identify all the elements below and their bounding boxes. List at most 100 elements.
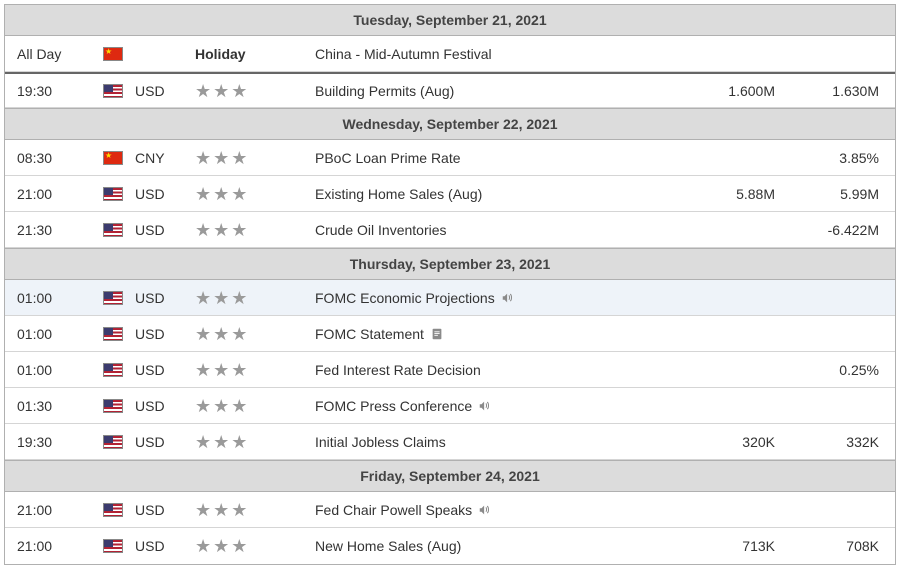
previous-value: 1.630M — [785, 83, 895, 99]
holiday-label: Holiday — [195, 46, 315, 62]
flag-cell — [103, 503, 135, 517]
star-icon: ★ — [213, 82, 229, 100]
event-title: China - Mid-Autumn Festival — [315, 46, 492, 62]
impact-stars: ★★★ — [195, 433, 315, 451]
cn-flag-icon — [103, 47, 123, 61]
previous-value: 332K — [785, 434, 895, 450]
calendar-row[interactable]: 21:00USD★★★Fed Chair Powell Speaks — [5, 492, 895, 528]
flag-cell — [103, 539, 135, 553]
event-name[interactable]: Building Permits (Aug) — [315, 83, 675, 99]
us-flag-icon — [103, 291, 123, 305]
event-name[interactable]: PBoC Loan Prime Rate — [315, 150, 675, 166]
event-title: FOMC Press Conference — [315, 398, 472, 414]
calendar-row[interactable]: 21:30USD★★★Crude Oil Inventories-6.422M — [5, 212, 895, 248]
event-name[interactable]: New Home Sales (Aug) — [315, 538, 675, 554]
event-name[interactable]: Fed Interest Rate Decision — [315, 362, 675, 378]
flag-cell — [103, 399, 135, 413]
flag-cell — [103, 84, 135, 98]
previous-value: 5.99M — [785, 186, 895, 202]
currency-code: USD — [135, 222, 195, 238]
star-icon: ★ — [231, 433, 247, 451]
us-flag-icon — [103, 363, 123, 377]
calendar-row[interactable]: 21:00USD★★★Existing Home Sales (Aug)5.88… — [5, 176, 895, 212]
event-name[interactable]: FOMC Statement — [315, 326, 675, 342]
star-icon: ★ — [213, 149, 229, 167]
impact-stars: ★★★ — [195, 149, 315, 167]
impact-stars: ★★★ — [195, 289, 315, 307]
us-flag-icon — [103, 84, 123, 98]
event-name[interactable]: Fed Chair Powell Speaks — [315, 502, 675, 518]
calendar-row[interactable]: 01:30USD★★★FOMC Press Conference — [5, 388, 895, 424]
flag-cell — [103, 363, 135, 377]
speaker-icon — [478, 399, 492, 413]
star-icon: ★ — [231, 501, 247, 519]
us-flag-icon — [103, 539, 123, 553]
star-icon: ★ — [195, 361, 211, 379]
event-time: 08:30 — [5, 150, 103, 166]
event-title: New Home Sales (Aug) — [315, 538, 461, 554]
calendar-row[interactable]: 19:30USD★★★Initial Jobless Claims320K332… — [5, 424, 895, 460]
event-title: PBoC Loan Prime Rate — [315, 150, 461, 166]
star-icon: ★ — [213, 221, 229, 239]
star-icon: ★ — [231, 361, 247, 379]
currency-code: USD — [135, 434, 195, 450]
speaker-icon — [501, 291, 515, 305]
calendar-row[interactable]: 21:00USD★★★New Home Sales (Aug)713K708K — [5, 528, 895, 564]
event-time: 19:30 — [5, 83, 103, 99]
star-icon: ★ — [195, 82, 211, 100]
event-name[interactable]: Existing Home Sales (Aug) — [315, 186, 675, 202]
us-flag-icon — [103, 187, 123, 201]
cn-flag-icon — [103, 151, 123, 165]
calendar-row[interactable]: 01:00USD★★★FOMC Statement — [5, 316, 895, 352]
event-title: Existing Home Sales (Aug) — [315, 186, 482, 202]
calendar-row[interactable]: 01:00USD★★★Fed Interest Rate Decision0.2… — [5, 352, 895, 388]
event-time: 19:30 — [5, 434, 103, 450]
forecast-value: 1.600M — [675, 83, 785, 99]
calendar-row[interactable]: 01:00USD★★★FOMC Economic Projections — [5, 280, 895, 316]
document-icon — [430, 327, 444, 341]
star-icon: ★ — [231, 289, 247, 307]
star-icon: ★ — [195, 433, 211, 451]
star-icon: ★ — [195, 289, 211, 307]
us-flag-icon — [103, 327, 123, 341]
event-title: Building Permits (Aug) — [315, 83, 454, 99]
star-icon: ★ — [195, 221, 211, 239]
currency-code: USD — [135, 83, 195, 99]
currency-code: USD — [135, 186, 195, 202]
day-header: Friday, September 24, 2021 — [5, 460, 895, 492]
star-icon: ★ — [195, 397, 211, 415]
us-flag-icon — [103, 435, 123, 449]
star-icon: ★ — [231, 397, 247, 415]
event-time: 21:30 — [5, 222, 103, 238]
currency-code: USD — [135, 398, 195, 414]
flag-cell — [103, 435, 135, 449]
event-name[interactable]: Crude Oil Inventories — [315, 222, 675, 238]
star-icon: ★ — [231, 149, 247, 167]
star-icon: ★ — [213, 501, 229, 519]
star-icon: ★ — [231, 185, 247, 203]
flag-cell — [103, 151, 135, 165]
economic-calendar: Tuesday, September 21, 2021All DayHolida… — [4, 4, 896, 565]
event-time: 01:30 — [5, 398, 103, 414]
event-time: 21:00 — [5, 502, 103, 518]
day-header: Wednesday, September 22, 2021 — [5, 108, 895, 140]
calendar-row[interactable]: 08:30CNY★★★PBoC Loan Prime Rate3.85% — [5, 140, 895, 176]
currency-code: USD — [135, 538, 195, 554]
calendar-row[interactable]: All DayHolidayChina - Mid-Autumn Festiva… — [5, 36, 895, 72]
flag-cell — [103, 327, 135, 341]
event-name[interactable]: FOMC Press Conference — [315, 398, 675, 414]
flag-cell — [103, 187, 135, 201]
star-icon: ★ — [195, 537, 211, 555]
previous-value: -6.422M — [785, 222, 895, 238]
event-name[interactable]: FOMC Economic Projections — [315, 290, 675, 306]
event-name[interactable]: Initial Jobless Claims — [315, 434, 675, 450]
event-time: 01:00 — [5, 290, 103, 306]
calendar-row[interactable]: 19:30USD★★★Building Permits (Aug)1.600M1… — [5, 72, 895, 108]
star-icon: ★ — [231, 82, 247, 100]
previous-value: 3.85% — [785, 150, 895, 166]
event-name[interactable]: China - Mid-Autumn Festival — [315, 46, 675, 62]
event-title: Initial Jobless Claims — [315, 434, 446, 450]
event-title: Fed Chair Powell Speaks — [315, 502, 472, 518]
us-flag-icon — [103, 399, 123, 413]
event-time: 21:00 — [5, 538, 103, 554]
